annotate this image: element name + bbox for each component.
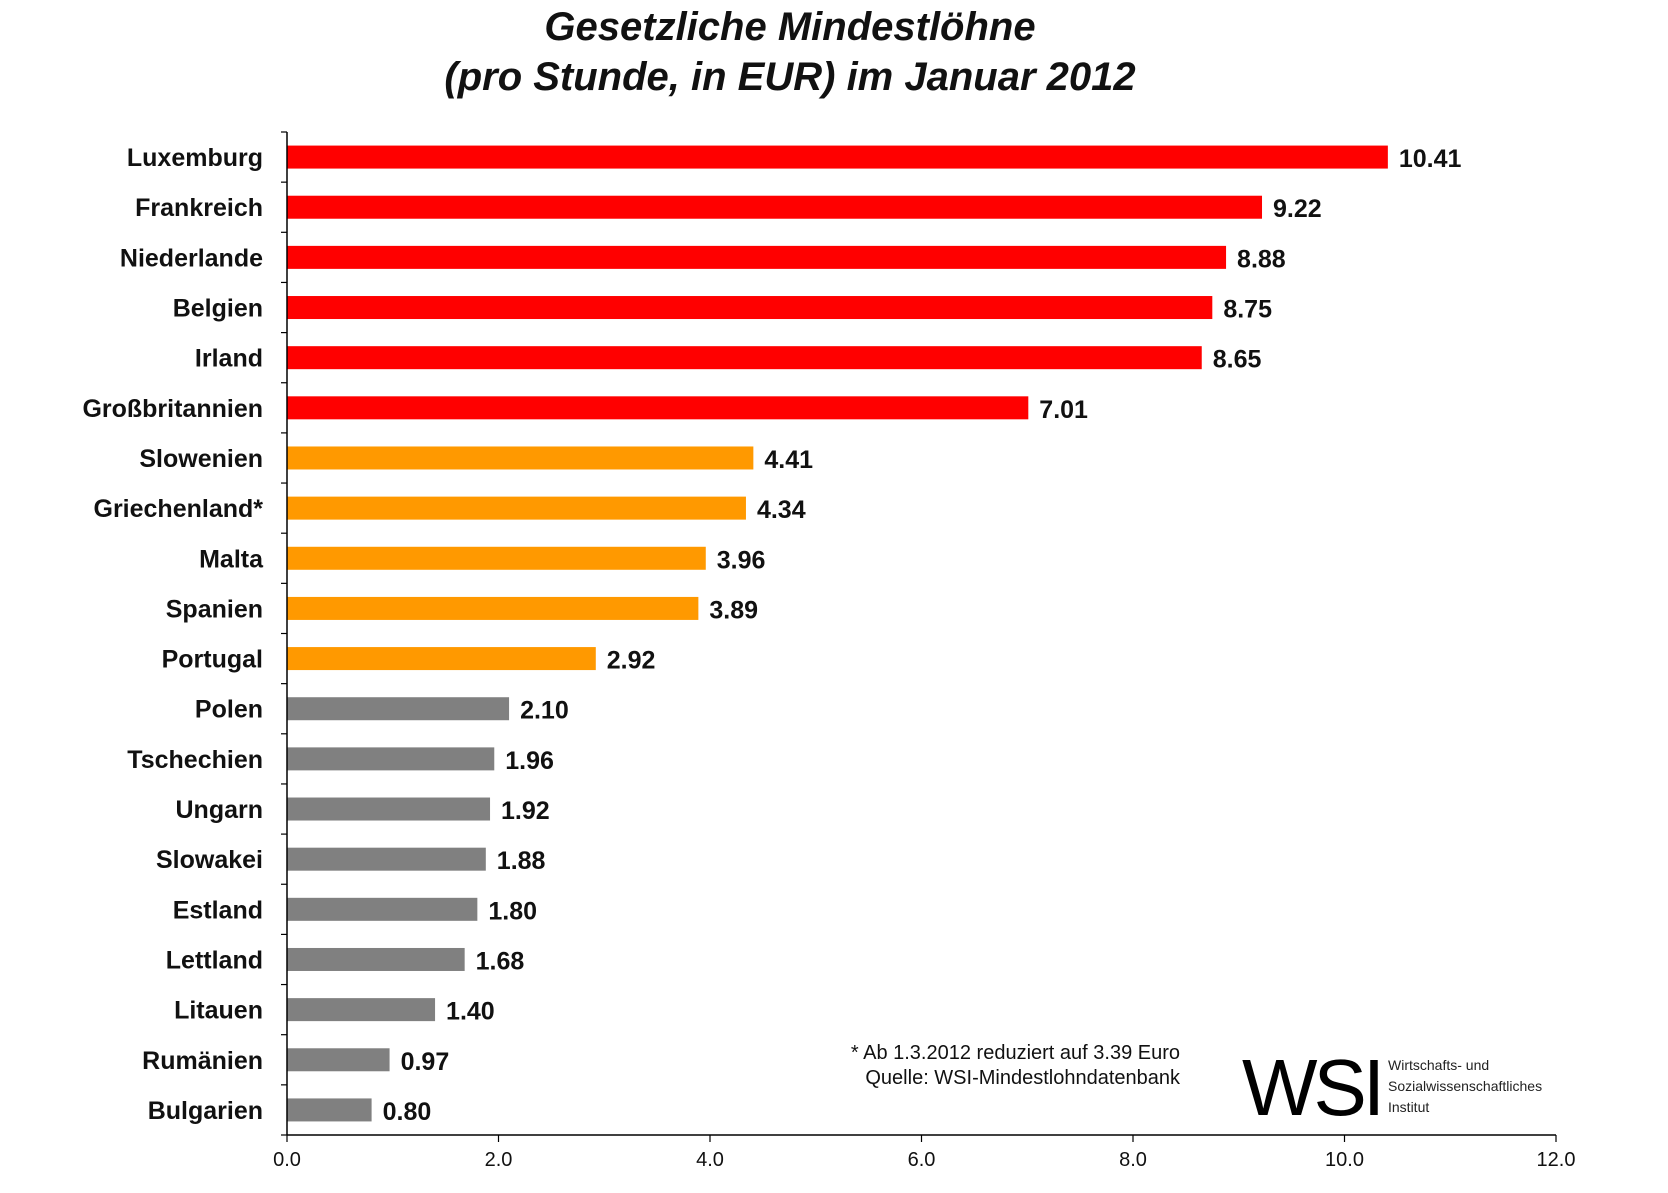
- category-label: Polen: [195, 696, 263, 724]
- category-label: Frankreich: [135, 194, 263, 222]
- value-label: 4.41: [764, 446, 813, 474]
- bar: [287, 998, 436, 1022]
- x-tick-label: 8.0: [1119, 1149, 1147, 1171]
- source-note: Quelle: WSI-Mindestlohndatenbank: [865, 1067, 1181, 1089]
- bar: [287, 1098, 372, 1122]
- value-label: 9.22: [1273, 195, 1322, 223]
- bar: [287, 697, 510, 721]
- category-label: Lettland: [166, 946, 263, 974]
- bar: [287, 496, 746, 520]
- bar: [287, 195, 1263, 219]
- value-label: 1.68: [476, 947, 525, 975]
- value-label: 2.92: [607, 647, 656, 675]
- value-label: 1.40: [446, 998, 495, 1026]
- value-label: 8.65: [1213, 346, 1262, 374]
- bar: [287, 847, 486, 871]
- bar: [287, 596, 699, 620]
- value-label: 1.88: [497, 847, 546, 875]
- category-label: Luxemburg: [127, 144, 263, 172]
- category-label: Niederlande: [120, 244, 263, 272]
- category-label: Malta: [199, 545, 264, 573]
- category-label: Griechenland*: [94, 495, 264, 523]
- bar: [287, 797, 491, 821]
- category-label: Belgien: [173, 295, 263, 323]
- category-label: Tschechien: [127, 746, 263, 774]
- bar: [287, 1048, 390, 1072]
- chart-title-line-1: Gesetzliche Mindestlöhne: [544, 5, 1035, 49]
- category-label: Portugal: [162, 646, 263, 674]
- value-label: 1.80: [488, 897, 537, 925]
- category-label: Litauen: [174, 997, 263, 1025]
- value-label: 10.41: [1399, 145, 1462, 173]
- x-tick-label: 4.0: [696, 1149, 724, 1171]
- bar: [287, 897, 478, 921]
- plot-area: Luxemburg 10.41 Frankreich 9.22 Niederlande 8…: [82, 131, 1576, 1171]
- x-tick-label: 12.0: [1537, 1149, 1576, 1171]
- bar: [287, 296, 1213, 320]
- category-label: Großbritannien: [82, 395, 263, 423]
- wsi-logo-abbr: WSI: [1242, 1043, 1381, 1132]
- category-label: Spanien: [166, 595, 263, 623]
- value-label: 0.97: [401, 1048, 450, 1076]
- value-label: 8.75: [1223, 296, 1272, 324]
- bar: [287, 446, 754, 470]
- footnote: * Ab 1.3.2012 reduziert auf 3.39 Euro: [851, 1042, 1180, 1064]
- bar: [287, 145, 1388, 169]
- wsi-logo-line-2: Sozialwissenschaftliches: [1388, 1078, 1542, 1094]
- bar: [287, 245, 1227, 269]
- value-label: 8.88: [1237, 245, 1286, 273]
- value-label: 4.34: [757, 496, 806, 524]
- category-label: Rumänien: [142, 1047, 263, 1075]
- wsi-logo-line-1: Wirtschafts- und: [1388, 1057, 1489, 1073]
- x-tick-label: 0.0: [273, 1149, 301, 1171]
- bar: [287, 747, 495, 771]
- value-label: 0.80: [383, 1098, 432, 1126]
- value-label: 1.92: [501, 797, 550, 825]
- bar: [287, 346, 1202, 370]
- value-label: 2.10: [520, 697, 569, 725]
- x-tick-label: 2.0: [485, 1149, 513, 1171]
- category-label: Slowakei: [156, 846, 263, 874]
- category-label: Ungarn: [176, 796, 264, 824]
- bar: [287, 947, 465, 971]
- category-label: Bulgarien: [148, 1097, 263, 1125]
- value-label: 3.89: [709, 596, 758, 624]
- category-label: Irland: [195, 345, 263, 373]
- wsi-logo: WSI Wirtschafts- und Sozialwissenschaftl…: [1242, 1043, 1542, 1132]
- bar: [287, 396, 1029, 420]
- chart-title-line-2: (pro Stunde, in EUR) im Januar 2012: [444, 55, 1135, 99]
- category-label: Slowenien: [139, 445, 263, 473]
- x-tick-label: 10.0: [1325, 1149, 1364, 1171]
- value-label: 7.01: [1039, 396, 1088, 424]
- chart-title: Gesetzliche Mindestlöhne (pro Stunde, in…: [444, 5, 1135, 99]
- notes: * Ab 1.3.2012 reduziert auf 3.39 Euro Qu…: [851, 1042, 1181, 1089]
- bar: [287, 647, 596, 671]
- x-tick-label: 6.0: [908, 1149, 936, 1171]
- wsi-logo-line-3: Institut: [1388, 1099, 1429, 1115]
- value-label: 1.96: [505, 747, 554, 775]
- value-label: 3.96: [717, 546, 766, 574]
- category-label: Estland: [173, 896, 263, 924]
- bar: [287, 546, 706, 570]
